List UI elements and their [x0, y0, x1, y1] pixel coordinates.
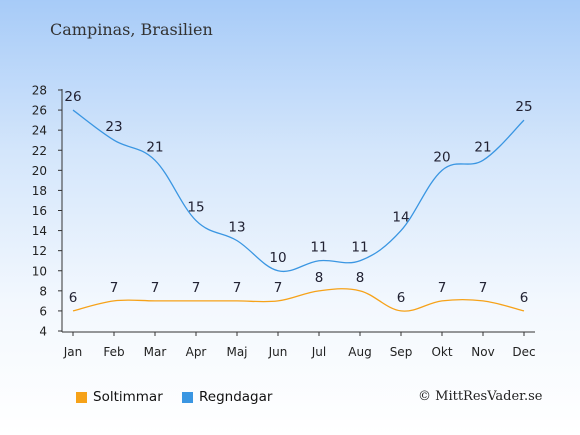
data-label-sun: 7 [151, 280, 160, 296]
data-label-rain: 21 [474, 139, 491, 155]
legend-swatch-sun [76, 391, 87, 403]
x-tick-label: Aug [348, 345, 371, 359]
data-label-sun: 6 [397, 290, 406, 306]
data-label-rain: 11 [310, 240, 327, 256]
data-label-rain: 13 [228, 220, 245, 236]
x-tick-label: Dec [512, 345, 535, 359]
x-tick-label: Jan [63, 345, 83, 359]
y-tick-label: 6 [39, 304, 47, 318]
data-label-sun: 8 [315, 270, 324, 286]
x-tick-label: Jul [311, 345, 326, 359]
data-label-sun: 7 [274, 280, 283, 296]
legend-item-rain: Regndagar [182, 389, 272, 405]
legend-swatch-rain [182, 391, 193, 403]
legend-item-sun: Soltimmar [76, 389, 163, 405]
data-label-rain: 26 [64, 89, 81, 105]
y-tick-label: 8 [39, 284, 47, 298]
data-label-rain: 25 [515, 99, 532, 115]
x-tick-label: Okt [431, 345, 452, 359]
y-tick-label: 26 [32, 104, 47, 118]
x-tick-label: Mar [144, 345, 167, 359]
y-tick-label: 12 [32, 244, 47, 258]
data-label-rain: 15 [187, 200, 204, 216]
x-tick-label: Apr [186, 345, 207, 359]
y-tick-label: 24 [32, 124, 47, 138]
data-label-sun: 8 [356, 270, 365, 286]
y-tick-label: 28 [32, 84, 47, 98]
y-tick-label: 20 [32, 164, 47, 178]
y-tick-label: 18 [32, 184, 47, 198]
legend-label-rain: Regndagar [199, 389, 273, 405]
data-label-rain: 10 [269, 250, 286, 266]
x-tick-label: Jun [268, 345, 288, 359]
y-tick-label: 16 [32, 204, 47, 218]
copyright-text: © MittResVader.se [418, 389, 543, 404]
data-label-rain: 11 [351, 240, 368, 256]
x-tick-label: Feb [103, 345, 124, 359]
data-label-rain: 14 [392, 210, 409, 226]
data-label-sun: 6 [520, 290, 529, 306]
data-label-sun: 7 [110, 280, 119, 296]
y-tick-label: 4 [39, 325, 47, 339]
legend-label-sun: Soltimmar [93, 389, 163, 405]
data-label-rain: 20 [433, 149, 450, 165]
data-label-rain: 21 [146, 139, 163, 155]
x-tick-label: Nov [471, 345, 494, 359]
series-line-rain [72, 109, 525, 273]
x-tick-label: Sep [390, 345, 413, 359]
data-label-sun: 7 [233, 280, 242, 296]
data-label-sun: 7 [479, 280, 488, 296]
data-label-sun: 6 [69, 290, 78, 306]
chart-title: Campinas, Brasilien [50, 20, 213, 39]
y-tick-label: 10 [32, 264, 47, 278]
x-tick-label: Maj [226, 345, 247, 359]
series-line-sun [72, 288, 525, 312]
data-label-rain: 23 [105, 119, 122, 135]
y-tick-label: 22 [32, 144, 47, 158]
y-tick-label: 14 [32, 224, 47, 238]
data-label-sun: 7 [192, 280, 201, 296]
data-label-sun: 7 [438, 280, 447, 296]
